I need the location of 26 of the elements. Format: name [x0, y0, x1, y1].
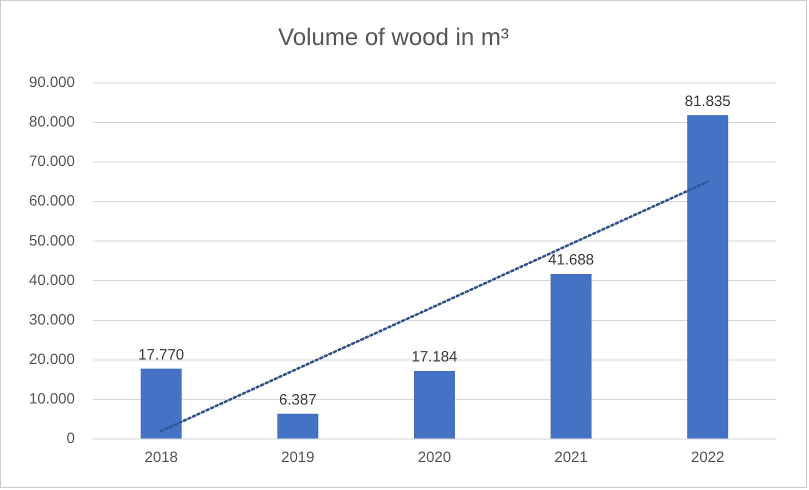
- data-label: 41.688: [548, 252, 594, 269]
- bar: [687, 115, 728, 438]
- y-tick-label: 80.000: [28, 114, 75, 131]
- y-tick-label: 10.000: [28, 390, 75, 408]
- y-tick-label: 90.000: [28, 74, 75, 91]
- y-tick-label: 0: [66, 430, 75, 448]
- y-tick-label: 60.000: [28, 192, 75, 210]
- data-label: 6.387: [279, 391, 317, 408]
- y-tick-label: 70.000: [28, 153, 75, 170]
- bar: [414, 370, 455, 438]
- y-tick-label: 40.000: [28, 272, 75, 289]
- x-tick-label: 2019: [281, 449, 315, 466]
- x-tick-label: 2021: [554, 449, 588, 466]
- y-tick-label: 50.000: [28, 232, 75, 250]
- x-tick-label: 2018: [144, 449, 178, 466]
- y-tick-label: 30.000: [28, 311, 75, 328]
- data-label: 17.184: [411, 348, 458, 366]
- data-label: 17.770: [138, 346, 184, 364]
- x-tick-label: 2022: [691, 449, 724, 466]
- chart-title: Volume of wood in m³: [278, 24, 509, 52]
- bar: [140, 368, 182, 438]
- bar: [277, 414, 318, 438]
- bar: [550, 274, 592, 438]
- data-label: 81.835: [684, 92, 731, 110]
- x-tick-label: 2020: [418, 449, 452, 466]
- y-tick-label: 20.000: [28, 350, 75, 368]
